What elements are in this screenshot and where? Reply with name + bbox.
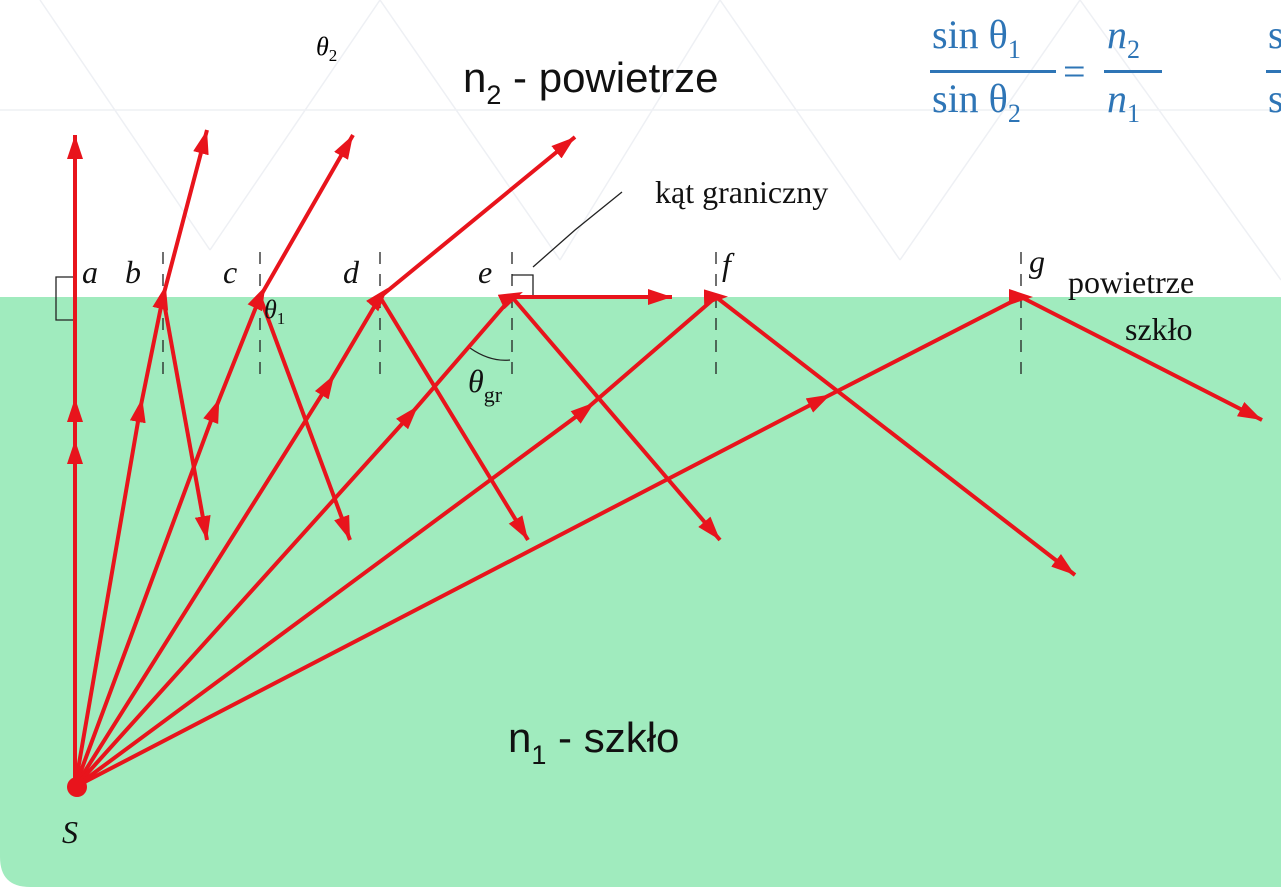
ray-label: b bbox=[125, 254, 141, 290]
ray-label: d bbox=[343, 254, 360, 290]
svg-text:n1: n1 bbox=[1107, 76, 1140, 128]
glass-region bbox=[0, 297, 1281, 887]
rhs-denominator: n bbox=[1107, 76, 1127, 121]
text-part: θ bbox=[264, 295, 277, 324]
text-part: - powietrze bbox=[501, 54, 718, 101]
ray-label: g bbox=[1029, 243, 1045, 279]
text-part: θ bbox=[468, 363, 484, 399]
text-part: 1 bbox=[277, 309, 286, 328]
rhs-numerator: n bbox=[1107, 12, 1127, 57]
denominator: sin θ bbox=[932, 76, 1008, 121]
text-part: n bbox=[463, 54, 486, 101]
text-part: θ bbox=[316, 32, 329, 61]
diagram: θ2 n2 - powietrze sin θ1 sin θ2 = n2 n1 … bbox=[0, 0, 1281, 887]
svg-text:sin θ2: sin θ2 bbox=[932, 76, 1021, 128]
denominator-sub: 2 bbox=[1008, 99, 1021, 128]
text-part: 2 bbox=[329, 46, 338, 65]
cut-numerator: s bbox=[1268, 12, 1281, 57]
rhs-numerator-sub: 2 bbox=[1127, 35, 1140, 64]
text-part: gr bbox=[484, 382, 503, 407]
text-part: - szkło bbox=[546, 714, 679, 761]
rhs-denominator-sub: 1 bbox=[1127, 99, 1140, 128]
ray-label: e bbox=[478, 254, 492, 290]
source-point bbox=[67, 777, 87, 797]
equals: = bbox=[1063, 49, 1086, 94]
text-part: 2 bbox=[486, 80, 501, 110]
svg-text:sin θ1: sin θ1 bbox=[932, 12, 1021, 64]
cut-denominator: s bbox=[1268, 76, 1281, 121]
numerator-sub: 1 bbox=[1008, 35, 1021, 64]
text-part: 1 bbox=[531, 740, 546, 770]
ray-label: a bbox=[82, 254, 98, 290]
ray-label: c bbox=[223, 254, 237, 290]
medium-top-label: n2 - powietrze bbox=[463, 54, 718, 110]
ray-label: f bbox=[722, 246, 735, 282]
theta2-label: θ2 bbox=[316, 32, 337, 65]
svg-text:n2: n2 bbox=[1107, 12, 1140, 64]
numerator: sin θ bbox=[932, 12, 1008, 57]
background-lines bbox=[0, 0, 1281, 280]
critical-angle-label: kąt graniczny bbox=[655, 174, 828, 210]
interface-bottom-label: szkło bbox=[1125, 311, 1193, 347]
source-label: S bbox=[62, 814, 78, 850]
interface-top-label: powietrze bbox=[1068, 264, 1194, 300]
text-part: n bbox=[508, 714, 531, 761]
